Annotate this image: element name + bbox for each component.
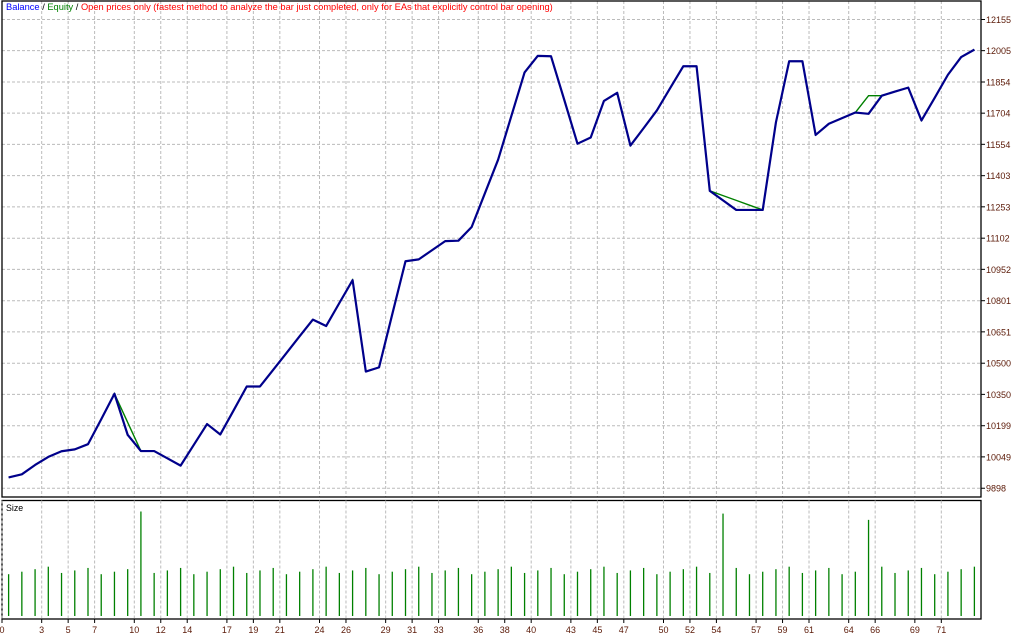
svg-text:61: 61 — [804, 625, 814, 635]
svg-text:11403: 11403 — [986, 171, 1010, 181]
svg-text:66: 66 — [870, 625, 880, 635]
svg-text:11704: 11704 — [986, 109, 1010, 119]
svg-text:43: 43 — [566, 625, 576, 635]
svg-text:12: 12 — [156, 625, 166, 635]
svg-text:14: 14 — [182, 625, 192, 635]
svg-text:11554: 11554 — [986, 140, 1010, 150]
svg-text:59: 59 — [778, 625, 788, 635]
svg-text:33: 33 — [434, 625, 444, 635]
svg-text:10049: 10049 — [986, 452, 1011, 462]
svg-text:54: 54 — [711, 625, 721, 635]
svg-text:10801: 10801 — [986, 296, 1011, 306]
svg-text:64: 64 — [844, 625, 854, 635]
svg-text:24: 24 — [315, 625, 325, 635]
svg-text:11854: 11854 — [986, 78, 1010, 88]
svg-text:45: 45 — [592, 625, 602, 635]
svg-text:57: 57 — [751, 625, 761, 635]
svg-text:52: 52 — [685, 625, 695, 635]
svg-text:10651: 10651 — [986, 327, 1011, 337]
svg-text:50: 50 — [658, 625, 668, 635]
svg-text:36: 36 — [473, 625, 483, 635]
svg-text:19: 19 — [248, 625, 258, 635]
svg-text:3: 3 — [39, 625, 44, 635]
svg-text:10500: 10500 — [986, 359, 1011, 369]
svg-text:7: 7 — [92, 625, 97, 635]
svg-text:26: 26 — [341, 625, 351, 635]
svg-text:11102: 11102 — [986, 234, 1010, 244]
svg-text:11253: 11253 — [986, 202, 1010, 212]
svg-text:Size: Size — [6, 503, 23, 513]
svg-text:21: 21 — [275, 625, 285, 635]
svg-text:9898: 9898 — [986, 484, 1006, 494]
svg-text:10199: 10199 — [986, 421, 1011, 431]
svg-text:5: 5 — [66, 625, 71, 635]
svg-text:10350: 10350 — [986, 390, 1011, 400]
svg-text:38: 38 — [500, 625, 510, 635]
svg-text:0: 0 — [0, 625, 5, 635]
svg-text:31: 31 — [407, 625, 417, 635]
svg-text:71: 71 — [936, 625, 946, 635]
svg-text:12155: 12155 — [986, 15, 1011, 25]
svg-text:17: 17 — [222, 625, 232, 635]
svg-text:40: 40 — [526, 625, 536, 635]
svg-text:10952: 10952 — [986, 265, 1011, 275]
svg-text:69: 69 — [910, 625, 920, 635]
svg-text:Balance / Equity / Open prices: Balance / Equity / Open prices only (fas… — [6, 2, 553, 12]
svg-text:12005: 12005 — [986, 46, 1011, 56]
svg-text:10: 10 — [129, 625, 139, 635]
svg-text:29: 29 — [381, 625, 391, 635]
svg-text:47: 47 — [619, 625, 629, 635]
